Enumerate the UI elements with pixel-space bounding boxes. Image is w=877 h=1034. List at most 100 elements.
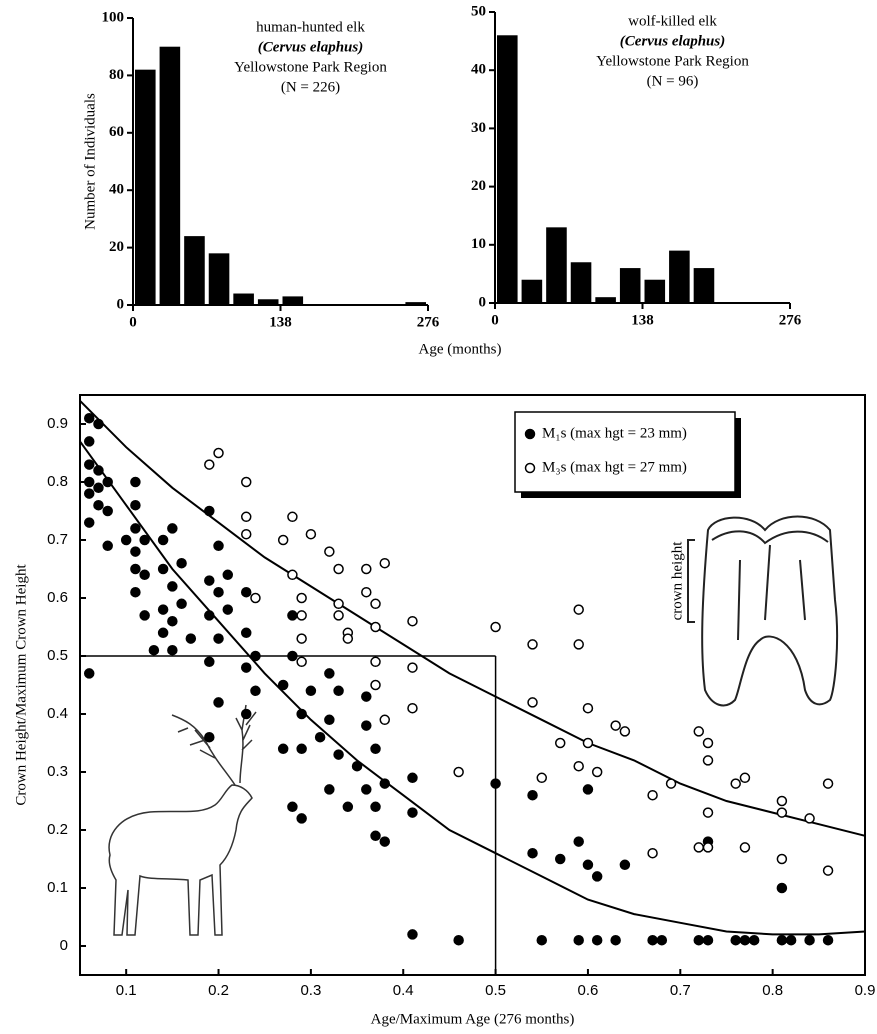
chart-title: (N = 226) (281, 79, 340, 95)
point (83, 488, 95, 499)
chart-title: (Cervus elaphus) (620, 33, 725, 49)
point (296, 633, 307, 644)
point (213, 697, 224, 708)
point (102, 476, 113, 488)
chart-title: Yellowstone Park Region (596, 53, 749, 69)
point (83, 517, 95, 528)
point (379, 778, 391, 789)
point (333, 610, 344, 621)
point (361, 784, 372, 795)
x-tick-label: 0.4 (393, 982, 414, 999)
chart-title: human-hunted elk (256, 19, 365, 35)
point (250, 650, 261, 662)
point (591, 766, 603, 778)
bar (546, 227, 567, 303)
point (130, 586, 141, 598)
point (739, 934, 751, 946)
point (702, 755, 714, 766)
point (204, 656, 215, 668)
legend-marker (524, 428, 536, 440)
y-tick-label: 0.1 (47, 879, 68, 896)
point (370, 743, 381, 755)
point (730, 778, 741, 789)
point (93, 465, 104, 476)
point (776, 807, 788, 818)
point (222, 569, 234, 581)
point (102, 540, 113, 552)
point (342, 801, 354, 813)
point (739, 842, 751, 853)
point (277, 534, 289, 546)
bar (570, 262, 592, 303)
point (573, 604, 584, 615)
bar (669, 250, 690, 303)
point (702, 737, 714, 749)
bar (595, 297, 616, 303)
y-tick-label: 0.4 (47, 705, 68, 722)
chart-title: (Cervus elaphus) (258, 39, 363, 55)
point (554, 853, 566, 865)
bar (184, 236, 205, 305)
point (665, 778, 677, 789)
point (370, 621, 381, 633)
y-tick-label: 0.8 (47, 473, 68, 490)
point (157, 563, 169, 575)
point (296, 592, 307, 604)
point (379, 836, 391, 847)
x-tick-label: 138 (631, 312, 654, 328)
point (582, 784, 594, 795)
chart-title: wolf-killed elk (628, 13, 717, 29)
point (296, 708, 307, 720)
point (536, 934, 548, 946)
point (361, 720, 372, 731)
point (83, 668, 95, 679)
bar (497, 35, 518, 303)
point (130, 523, 141, 534)
y-tick-label: 60 (109, 124, 124, 140)
point (804, 934, 815, 946)
point (130, 499, 141, 511)
point (361, 563, 372, 575)
point (204, 505, 215, 517)
point (324, 784, 335, 795)
bar (135, 69, 156, 305)
point (370, 801, 381, 813)
point (213, 586, 224, 598)
point (573, 760, 584, 772)
point (379, 714, 391, 726)
point (490, 621, 501, 633)
y-tick-label: 100 (102, 9, 125, 25)
point (351, 760, 363, 772)
point (222, 604, 234, 615)
point (582, 702, 594, 714)
bar (521, 279, 543, 303)
point (702, 934, 714, 946)
legend-marker (524, 462, 536, 474)
point (167, 615, 178, 627)
bar (159, 46, 181, 305)
y-tick-label: 20 (109, 239, 124, 255)
elk-drawing (108, 704, 257, 936)
point (407, 662, 418, 673)
x-tick-label: 0.6 (578, 982, 599, 999)
y-tick-label: 0.5 (47, 647, 68, 664)
bar (233, 293, 254, 305)
bar (644, 279, 666, 303)
point (582, 737, 594, 749)
point (83, 412, 95, 424)
point (776, 882, 788, 894)
point (619, 726, 631, 737)
point (361, 586, 372, 598)
y-tick-label: 30 (471, 120, 486, 136)
x-tick-label: 0.2 (208, 982, 229, 999)
point (730, 934, 741, 946)
y-tick-label: 0 (117, 296, 125, 312)
y-tick-label: 0.6 (47, 589, 68, 606)
point (93, 499, 104, 511)
point (324, 546, 335, 557)
point (167, 581, 178, 592)
point (647, 934, 658, 946)
point (93, 482, 104, 494)
y-tick-label: 0.7 (47, 531, 68, 548)
